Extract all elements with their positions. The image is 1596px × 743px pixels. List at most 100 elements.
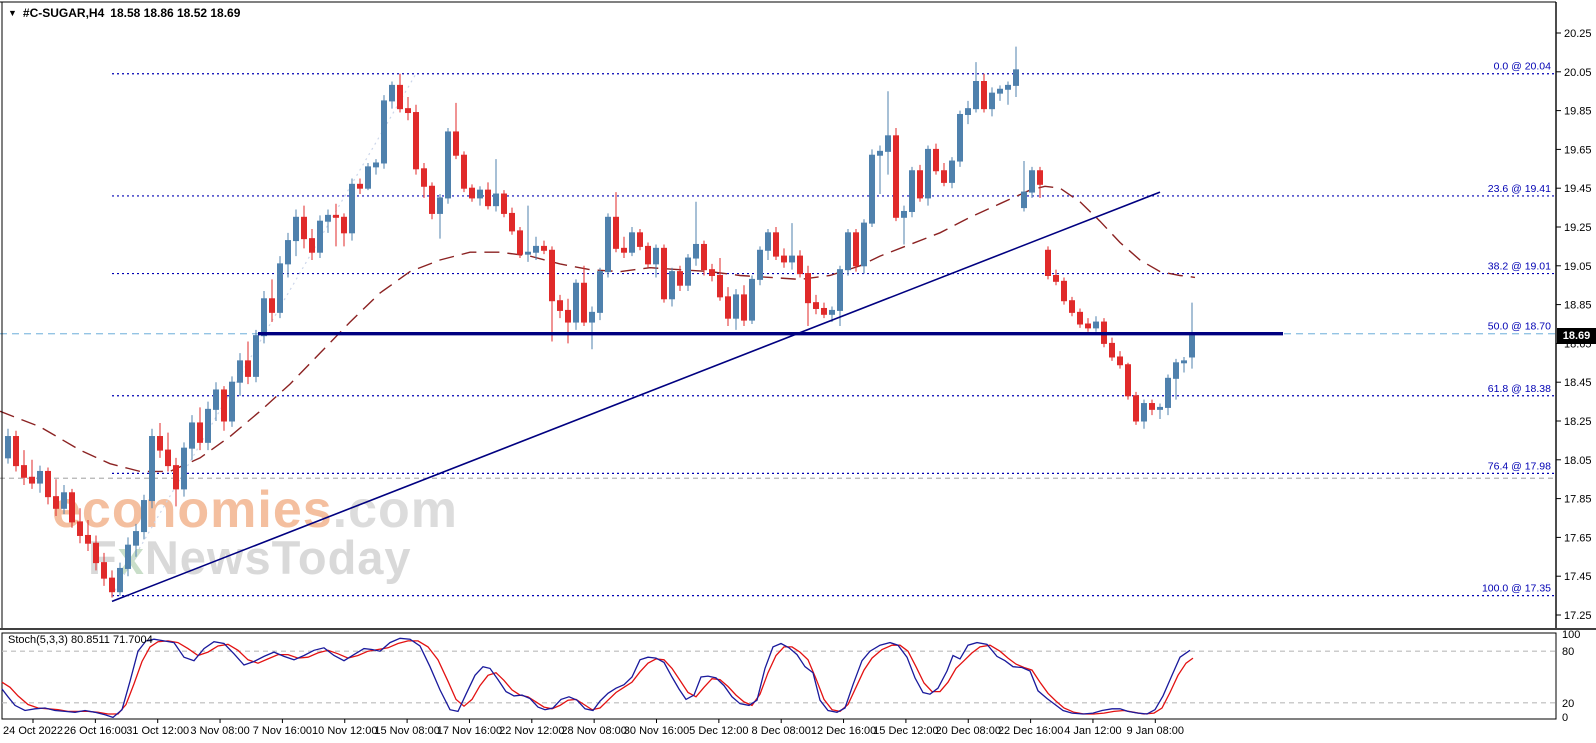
candle-up [349, 183, 355, 234]
candle-down [77, 521, 83, 536]
candle-down [1045, 249, 1051, 276]
candle-up [1141, 403, 1147, 422]
current-price-badge: 18.69 [1557, 328, 1596, 344]
candle-down [197, 422, 203, 443]
price-axis-label: 18.85 [1564, 300, 1592, 312]
time-axis-label: 30 Nov 16:00 [624, 725, 689, 737]
price-axis-label: 20.25 [1564, 28, 1592, 40]
price-axis-label: 18.45 [1564, 377, 1592, 389]
candle-down [245, 360, 251, 377]
candle-down [981, 81, 987, 110]
candle-up [149, 436, 155, 502]
candle-up [861, 222, 867, 267]
candle-down [645, 245, 651, 265]
time-axis-label: 20 Dec 08:00 [936, 725, 1001, 737]
candle-up [1157, 406, 1163, 410]
candle-up [829, 309, 835, 315]
candle-down [301, 216, 307, 240]
candle-up [61, 492, 67, 509]
price-axis-label: 18.05 [1564, 455, 1592, 467]
candle-down [741, 294, 747, 321]
candle-up [749, 278, 755, 321]
candle-up [213, 389, 219, 410]
candle-down [501, 193, 507, 214]
candle-down [917, 170, 923, 199]
candle-down [45, 470, 51, 498]
candle-up [693, 243, 699, 259]
price-axis-label: 19.45 [1564, 183, 1592, 195]
candle-down [101, 562, 107, 579]
watermark-brand-suffix: .com [332, 481, 459, 539]
candle-up [373, 162, 379, 168]
candle-down [677, 271, 683, 286]
price-axis-label: 17.45 [1564, 571, 1592, 583]
candle-down [1037, 170, 1043, 185]
candle-up [965, 108, 971, 115]
candle-down [1117, 356, 1123, 366]
candle-down [941, 170, 947, 183]
candle-down [53, 496, 59, 509]
candle-up [685, 257, 691, 286]
candle-down [1125, 364, 1131, 397]
candle-up [989, 92, 995, 110]
candle-up [605, 216, 611, 273]
candle-up [765, 232, 771, 251]
candle-down [773, 232, 779, 257]
candle-down [109, 577, 115, 593]
candle-up [949, 160, 955, 183]
candle-down [21, 465, 27, 478]
candle-up [325, 214, 331, 222]
candle-up [597, 271, 603, 313]
stoch-main-line [1, 637, 1191, 719]
candle-down [661, 247, 667, 300]
candle-down [29, 476, 35, 484]
candle-up [733, 294, 739, 319]
time-axis-label: 17 Nov 16:00 [437, 725, 502, 737]
candle-down [1077, 311, 1083, 325]
moving-average-line [0, 185, 1196, 473]
candle-down [565, 309, 571, 323]
candle-down [357, 183, 363, 189]
time-axis-label: 9 Jan 08:00 [1127, 725, 1185, 737]
candle-up [261, 298, 267, 337]
symbol-timeframe-label: #C-SUGAR,H4 [22, 6, 105, 20]
chevron-down-icon[interactable]: ▼ [8, 7, 17, 18]
candle-down [509, 212, 515, 232]
time-axis-label: 12 Dec 16:00 [811, 725, 876, 737]
candle-down [637, 232, 643, 247]
trendline [111, 191, 1161, 603]
candle-up [285, 240, 291, 265]
candle-up [1013, 69, 1019, 86]
candle-up [1021, 191, 1027, 209]
candle-up [133, 531, 139, 546]
fib-level-label: 100.0 @ 17.35 [1482, 583, 1551, 595]
candle-down [1069, 300, 1075, 313]
candle-down [13, 436, 19, 467]
candle-down [93, 542, 99, 564]
time-axis-label: 4 Jan 12:00 [1064, 725, 1122, 737]
candle-up [533, 245, 539, 253]
candle-down [557, 300, 563, 311]
time-axis-label: 22 Nov 12:00 [499, 725, 564, 737]
candle-down [581, 282, 587, 323]
time-axis-label: 3 Nov 08:00 [190, 725, 249, 737]
candle-up [901, 210, 907, 218]
candle-up [253, 335, 259, 377]
candle-down [621, 247, 627, 253]
candle-down [805, 273, 811, 304]
candle-down [797, 255, 803, 275]
candle-up [141, 500, 147, 533]
candle-down [541, 245, 547, 251]
candle-up [1173, 362, 1179, 379]
candle-down [469, 187, 475, 199]
candle-down [269, 298, 275, 313]
candle-up [493, 193, 499, 207]
candle-down [1053, 275, 1059, 282]
candle-down [1109, 342, 1115, 358]
candle-down [725, 296, 731, 319]
candle-down [893, 135, 899, 218]
candle-down [549, 249, 555, 302]
indicator-panel-border [1, 632, 1557, 720]
